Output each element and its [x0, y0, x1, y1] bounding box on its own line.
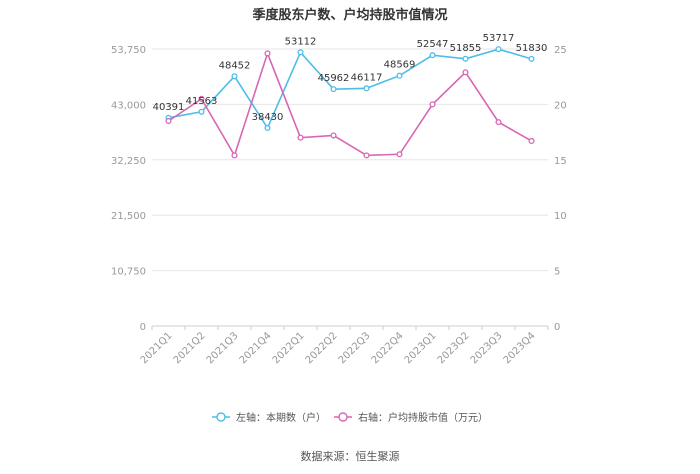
- series-1-point: [330, 86, 337, 93]
- left-tick-label: 53,750: [111, 45, 146, 56]
- chart-title: 季度股东户数、户均持股市值情况: [252, 8, 448, 23]
- grid-lines: [152, 48, 548, 327]
- right-tick-label: 20: [554, 100, 567, 111]
- series-2-point: [165, 117, 172, 125]
- series-1-point: [264, 124, 271, 132]
- right-tick-label: 25: [554, 45, 567, 56]
- right-tick-label: 5: [554, 267, 560, 278]
- x-tick-label: 2023Q1: [403, 330, 439, 366]
- series-2-point: [462, 69, 469, 76]
- right-tick-label: 0: [554, 322, 560, 333]
- series-lines: [168, 48, 532, 158]
- x-tick-label: 2023Q2: [436, 330, 472, 366]
- data-label: 52547: [417, 39, 449, 50]
- x-tick-label: 2022Q3: [337, 330, 373, 366]
- series-2-point: [495, 119, 502, 126]
- left-axis-ticks: 0 10,750 21,500 32,250 43,000 53,750: [111, 45, 146, 333]
- data-label: 53112: [285, 36, 317, 47]
- x-tick-label: 2021Q1: [139, 330, 175, 366]
- series-2-point: [330, 132, 337, 139]
- series-2-point: [429, 101, 436, 108]
- right-tick-label: 15: [554, 156, 567, 167]
- left-tick-label: 32,250: [111, 156, 146, 167]
- series-2-point: [396, 151, 403, 158]
- series-2-point: [297, 134, 304, 141]
- legend-label: 左轴：本期数（户）: [236, 411, 326, 424]
- series-1-point: [396, 72, 403, 79]
- series-2-point: [528, 137, 535, 145]
- legend: 左轴：本期数（户） 右轴：户均持股市值（万元）: [212, 411, 488, 424]
- right-tick-label: 10: [554, 211, 567, 222]
- x-tick-label: 2022Q1: [271, 330, 307, 366]
- x-tick-label: 2021Q4: [238, 330, 274, 366]
- x-tick-label: 2021Q3: [205, 330, 241, 366]
- series-1-point: [462, 55, 469, 62]
- data-label: 40391: [153, 102, 185, 113]
- series-1-point: [231, 73, 238, 80]
- data-label: 51830: [516, 43, 548, 54]
- series-1-point: [528, 55, 535, 62]
- series-2-point: [264, 50, 271, 57]
- series-1-point: [297, 49, 304, 56]
- x-tick-label: 2021Q2: [172, 330, 208, 366]
- data-label: 48569: [384, 60, 416, 71]
- data-label: 46117: [351, 72, 383, 83]
- data-label: 38430: [252, 112, 284, 123]
- series-1-point: [363, 85, 370, 92]
- series-2-point: [363, 152, 370, 159]
- left-tick-label: 43,000: [111, 100, 146, 111]
- series-2-point: [198, 95, 205, 102]
- left-tick-label: 21,500: [111, 211, 146, 222]
- left-tick-label: 0: [140, 322, 146, 333]
- data-label: 48452: [219, 60, 251, 71]
- legend-marker: [338, 412, 348, 422]
- data-label: 45962: [318, 73, 350, 84]
- x-tick-label: 2023Q3: [469, 330, 505, 366]
- x-tick-label: 2023Q4: [502, 330, 538, 366]
- series-1-point: [429, 52, 436, 59]
- data-label: 41563: [186, 96, 218, 107]
- series-line-1: [168, 48, 532, 130]
- legend-marker: [216, 412, 226, 422]
- series-1-point: [495, 46, 502, 53]
- legend-label: 右轴：户均持股市值（万元）: [358, 411, 488, 424]
- series-2-point: [231, 152, 238, 159]
- series-1-point: [198, 108, 205, 115]
- x-axis-ticks: 2021Q12021Q22021Q32021Q42022Q12022Q22022…: [139, 326, 549, 366]
- data-label: 51855: [450, 43, 482, 54]
- data-label: 53717: [483, 33, 515, 44]
- series-line-2: [168, 51, 532, 158]
- x-tick-label: 2022Q2: [304, 330, 340, 366]
- left-tick-label: 10,750: [111, 267, 146, 278]
- x-tick-label: 2022Q4: [370, 330, 406, 366]
- right-axis-ticks: 0 5 10 15 20 25: [554, 45, 567, 333]
- series-points: [165, 46, 535, 159]
- data-source: 数据来源：恒生聚源: [300, 450, 400, 463]
